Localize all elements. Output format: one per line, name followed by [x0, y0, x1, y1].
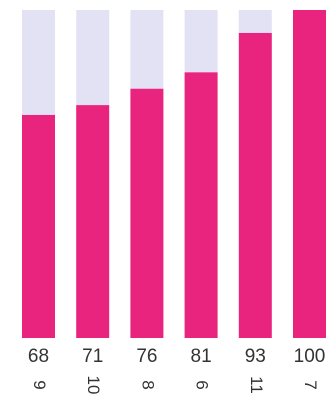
bar-remainder	[76, 10, 110, 106]
bar	[238, 32, 272, 339]
bar-remainder	[184, 10, 218, 73]
value-label: 100	[294, 346, 326, 367]
category-label: 7	[301, 380, 320, 389]
bar	[76, 105, 110, 339]
category-label: 8	[138, 380, 157, 389]
value-label: 76	[136, 346, 157, 367]
value-label: 93	[245, 346, 266, 367]
value-label: 71	[82, 346, 103, 367]
bar-remainder	[238, 10, 272, 33]
value-label: 81	[191, 346, 212, 367]
bar	[22, 114, 55, 339]
bar	[130, 88, 164, 338]
category-label: 10	[84, 376, 103, 395]
value-label: 68	[28, 346, 49, 367]
bar	[184, 72, 218, 338]
bar-remainder	[22, 10, 55, 115]
category-label: 9	[30, 380, 49, 389]
bar-remainder	[130, 10, 164, 89]
category-label: 11	[247, 376, 266, 394]
category-label: 6	[193, 380, 212, 389]
bar	[293, 10, 326, 338]
